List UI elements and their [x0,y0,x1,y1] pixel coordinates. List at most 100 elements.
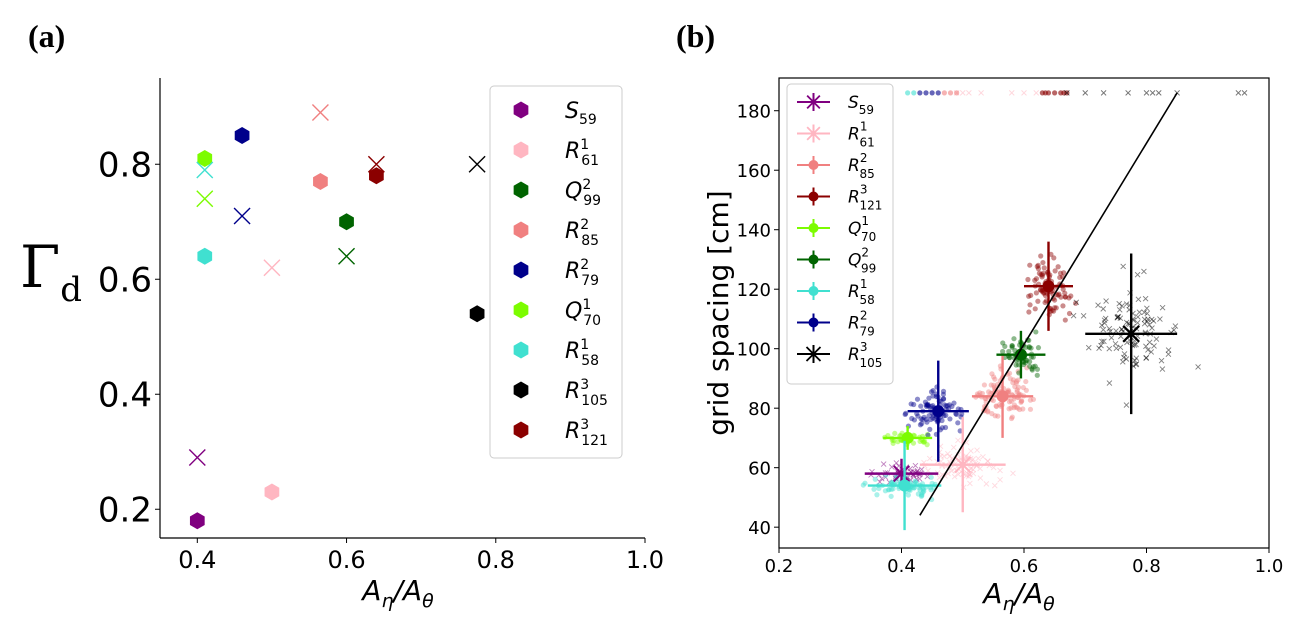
panel-b-saturated-point [917,90,923,96]
panel-b-scatter-point [1013,362,1019,368]
panel-b-scatter-point [1153,336,1160,342]
panel-a-legend-label: R2 79 [565,257,599,289]
panel-b-legend-marker [804,124,823,143]
panel-a-legend-marker [513,141,529,159]
panel-b-scatter-point [1134,319,1141,326]
panel-b-scatter-point [1055,292,1061,298]
panel-b-scatter-point [1010,380,1016,386]
panel-b-scatter-point [981,382,987,388]
panel-b-scatter-point [1013,378,1020,385]
panel-b-scatter-point [943,412,949,418]
panel-b-scatter-point [1062,290,1068,296]
panel-b-scatter-point [989,371,995,377]
panel-b-saturated-point [1149,90,1156,96]
panel-b-scatter-point [967,471,973,478]
panel-b-scatter-point [950,444,957,451]
panel-b-scatter-point [1018,398,1025,404]
panel-b-saturated-point [1241,90,1248,96]
panel-b-scatter-point [1146,339,1153,346]
panel-b-scatter-point [965,454,972,461]
panel-b-scatter-point [918,416,924,422]
panel-b-scatter-point [920,489,926,495]
panel-b-legend-marker [808,254,819,265]
panel-b-scatter-point [1113,345,1120,352]
panel-b-scatter-point [1026,345,1033,351]
panel-b-scatter-point [990,397,996,404]
panel-b-scatter-point [1116,300,1123,307]
panel-b-scatter-point [1062,294,1068,300]
panel-b-scatter-point [1172,323,1179,329]
panel-b-scatter-point [945,450,951,457]
panel-b-scatter-point [968,448,974,454]
panel-b-scatter-point [997,476,1003,483]
panel-b-scatter-point [1029,366,1035,372]
panel-a-y-tick-label: 0.8 [98,145,152,185]
panel-b-scatter-point [1134,271,1141,278]
panel-b-scatter-point [1050,308,1057,314]
panel-b-scatter-point [1095,302,1101,308]
panel-a-cross-point [196,161,214,179]
panel-a-x-tick-label: 1.0 [626,546,664,574]
panel-b-scatter-point [941,402,948,408]
panel-b-mean-marker [951,453,974,476]
panel-b-scatter-point [919,421,925,427]
panel-b-saturated-point [941,90,947,96]
panel-b-scatter-point [1119,302,1125,309]
panel-b-scatter-point [1080,312,1087,319]
panel-b-scatter-point [1098,342,1104,349]
panel-b-legend-label: R2 79 [848,309,875,339]
panel-b-scatter-point [926,413,932,419]
panel-b-scatter-point [1121,351,1128,357]
panel-b-scatter-point [1051,255,1057,261]
panel-b-scatter-point [874,492,880,498]
panel-b-scatter-point [912,462,919,469]
panel-b-x-tick-label: 1.0 [1255,556,1284,577]
panel-b-scatter-point [1159,366,1166,372]
panel-b-scatter-point [924,403,930,410]
panel-b-scatter-point [862,480,868,486]
panel-b-scatter-point [1149,325,1155,331]
panel-b-legend-box [786,83,894,385]
panel-b-scatter-point [886,486,892,493]
panel-a-cross-point [468,155,486,173]
panel-b-x-label: Aη/Aθ [981,577,1055,615]
panel-a-hex-point [197,150,213,167]
panel-b-scatter-point [990,464,997,471]
panel-b-scatter-point [984,458,991,464]
panel-b-scatter-point [1148,349,1155,355]
panel-b-scatter-point [920,487,926,493]
panel-b-y-tick-label: 80 [748,399,771,420]
panel-b-saturated-point [1155,90,1162,96]
panel-b-chart: 0.2 0.4 0.6 0.8 1.0 40 60 80 100 120 140 160 180 Aη/… [702,77,1284,615]
panel-b-scatter-point [918,493,925,499]
panel-b-scatter-point [1053,305,1059,311]
panel-a-x-tick-label: 0.6 [327,546,365,574]
panel-b-scatter-point [1020,361,1027,368]
panel-b-scatter-point [1009,344,1015,350]
panel-b-legend-label: Q2 99 [848,246,876,276]
panel-a-hex-point [369,167,384,185]
panel-b-legend-marker [808,223,819,233]
panel-b-saturated-point [1143,90,1150,96]
panel-b-scatter-point [995,413,1001,419]
panel-b-saturated-point [1008,90,1015,96]
panel-a-legend-marker [513,381,529,399]
panel-b-scatter-point [977,475,984,481]
panel-b-scatter-point [1026,344,1032,350]
panel-b-scatter-point [953,411,960,417]
panel-b-saturated-point [966,90,972,96]
panel-b-scatter-point [991,382,997,388]
panel-a-legend-marker [513,301,529,319]
panel-b-scatter-point [1042,292,1049,299]
panel-b-scatter-point [1023,387,1029,393]
panel-a-legend-marker [513,221,529,239]
panel-b-scatter-point [911,417,918,423]
panel-b-mean-marker [1042,280,1055,293]
panel-b-scatter-point [1106,380,1113,386]
panel-b-scatter-point [993,403,1000,410]
panel-b-scatter-point [924,442,930,448]
panel-b-legend-marker [808,317,819,328]
panel-b-scatter-point [1023,360,1029,366]
panel-b-scatter-point [913,476,920,482]
panel-b-scatter-point [1123,402,1130,408]
